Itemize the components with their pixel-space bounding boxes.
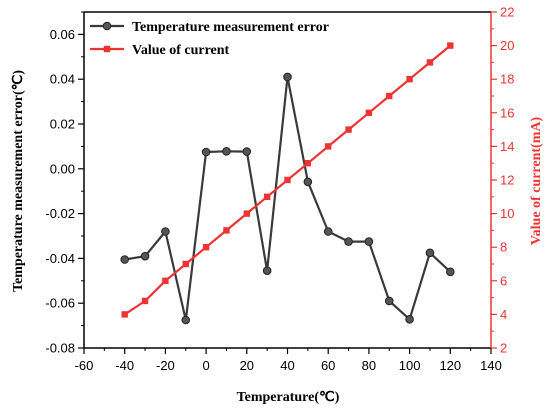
- right-y-tick-label: 22: [500, 5, 514, 20]
- x-tick-label: 100: [399, 358, 421, 373]
- data-point-error: [425, 248, 435, 258]
- data-point-error: [120, 255, 129, 264]
- x-tick-label: -40: [115, 358, 134, 373]
- right-y-tick-label: 12: [500, 173, 514, 188]
- x-tick-label: 40: [280, 358, 294, 373]
- data-point-current: [223, 227, 230, 234]
- data-point-current: [365, 109, 373, 116]
- left-y-tick-label: 0.06: [50, 27, 75, 42]
- series-layer: [120, 42, 455, 325]
- x-axis-title: Temperature(℃): [237, 390, 340, 405]
- data-point-error: [181, 315, 191, 325]
- data-point-current: [426, 59, 434, 66]
- right-y-axis-title: Value of current(mA): [529, 117, 544, 246]
- data-point-current: [182, 260, 189, 268]
- data-point-error: [303, 177, 313, 187]
- data-point-current: [162, 277, 169, 284]
- right-y-tick-label: 4: [500, 307, 507, 322]
- data-point-error: [140, 251, 150, 261]
- data-point-current: [447, 42, 454, 49]
- data-point-error: [222, 147, 231, 156]
- data-point-error: [364, 237, 374, 246]
- right-y-tick-label: 2: [500, 341, 507, 356]
- data-point-current: [406, 76, 413, 83]
- data-point-error: [283, 72, 292, 82]
- data-point-current: [141, 297, 149, 305]
- left-y-tick-label: 0.02: [50, 117, 75, 132]
- data-point-current: [202, 244, 210, 251]
- data-point-error: [344, 237, 353, 246]
- legend-marker-circle: [102, 21, 112, 31]
- data-point-error: [446, 267, 455, 277]
- left-y-axis-title: Temperature measurement error(℃): [11, 70, 26, 292]
- data-point-current: [345, 126, 352, 133]
- data-point-error: [161, 227, 170, 236]
- data-point-error: [405, 315, 414, 324]
- x-tick-label: -60: [75, 358, 94, 373]
- right-y-tick-label: 18: [500, 72, 514, 87]
- data-point-error: [242, 147, 252, 156]
- data-point-current: [284, 176, 291, 184]
- right-y-tick-label: 20: [500, 38, 514, 53]
- x-tick-label: 20: [240, 358, 254, 373]
- data-point-current: [263, 193, 271, 200]
- left-y-tick-label: 0.04: [50, 72, 75, 87]
- data-point-error: [323, 227, 333, 236]
- left-y-tick-label: -0.08: [45, 341, 75, 356]
- series-line-0: [124, 75, 452, 322]
- legend-marker-square: [103, 45, 111, 53]
- left-y-tick-label: -0.02: [45, 206, 75, 221]
- data-point-error: [384, 296, 394, 306]
- axis-ticks: -60 -40 -20 0 20 40 60 80 100 120 140 -0.08 -0.06 -0.…: [45, 5, 514, 374]
- x-tick-label: 120: [439, 358, 461, 373]
- x-tick-label: 0: [202, 358, 209, 373]
- right-y-tick-label: 6: [500, 273, 507, 288]
- data-point-current: [325, 143, 332, 150]
- right-y-tick-label: 14: [500, 139, 514, 154]
- legend-label-1: Value of current: [132, 43, 230, 58]
- data-point-error: [201, 147, 211, 157]
- right-y-tick-label: 10: [500, 206, 514, 221]
- data-point-current: [304, 160, 312, 167]
- x-tick-label: 80: [362, 358, 376, 373]
- x-tick-label: -20: [156, 358, 175, 373]
- data-point-current: [386, 92, 393, 100]
- legend: Temperature measurement error Value of cu…: [90, 20, 329, 58]
- data-point-error: [262, 266, 272, 276]
- right-y-tick-label: 8: [500, 240, 507, 255]
- data-point-current: [121, 311, 128, 318]
- left-y-tick-label: -0.04: [45, 251, 75, 266]
- left-y-tick-label: 0.00: [50, 161, 75, 176]
- data-point-current: [243, 210, 250, 217]
- x-tick-label: 140: [480, 358, 502, 373]
- x-tick-label: 60: [321, 358, 335, 373]
- left-y-tick-label: -0.06: [45, 296, 75, 311]
- right-y-tick-label: 16: [500, 105, 514, 120]
- legend-label-0: Temperature measurement error: [132, 20, 329, 35]
